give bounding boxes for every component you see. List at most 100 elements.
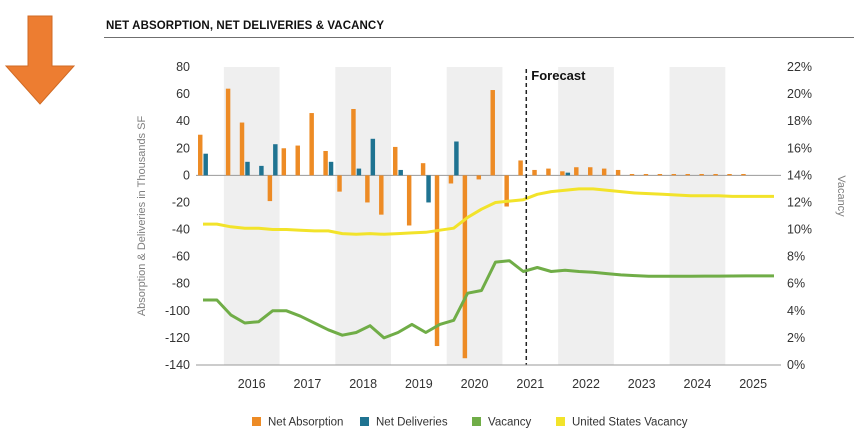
net-absorption-bar — [532, 169, 537, 176]
net-absorption-bar — [267, 175, 273, 202]
net-absorption-bar — [365, 175, 370, 203]
forecast-label: Forecast — [531, 68, 586, 83]
net-deliveries-bar — [454, 141, 459, 176]
left-tick-label: -60 — [172, 250, 190, 264]
net-absorption-bar — [601, 168, 607, 176]
net-absorption-bar — [560, 171, 565, 176]
x-tick-label: 2024 — [684, 377, 712, 391]
right-tick-label: 2% — [787, 331, 805, 345]
net-deliveries-bar — [245, 161, 250, 176]
year-bands — [223, 67, 726, 365]
x-tick-label: 2025 — [739, 377, 767, 391]
net-absorption-bar — [727, 174, 732, 176]
axes: 80 60 40 20 0 -20 -40 -60 -80 -100 -120 -140 22% 20% 1… — [165, 60, 812, 391]
legend-swatch — [360, 417, 369, 426]
net-absorption-bar — [574, 167, 579, 176]
net-absorption-bar — [351, 108, 356, 176]
net-absorption-bar — [323, 150, 328, 176]
net-deliveries-bar — [565, 172, 571, 176]
net-absorption-bar — [379, 175, 384, 215]
net-absorption-bar — [295, 145, 300, 176]
net-absorption-bar — [448, 175, 454, 184]
bars — [198, 88, 746, 359]
right-tick-label: 20% — [787, 87, 812, 101]
net-deliveries-bar — [370, 138, 376, 176]
us-vacancy-line — [203, 187, 774, 236]
right-tick-label: 18% — [787, 114, 812, 128]
net-absorption-bar — [309, 113, 314, 176]
arrow-down-icon — [4, 15, 76, 105]
right-tick-label: 8% — [787, 250, 805, 264]
net-absorption-bar — [239, 122, 245, 176]
chart-title: NET ABSORPTION, NET DELIVERIES & VACANCY — [106, 20, 385, 32]
net-absorption-bar — [198, 134, 203, 176]
right-tick-label: 0% — [787, 358, 805, 372]
vacancy-lines — [203, 187, 774, 340]
net-absorption-bar — [588, 167, 593, 176]
legend: Net Absorption Net Deliveries Vacancy Unite… — [252, 417, 688, 429]
right-tick-label: 14% — [787, 168, 812, 182]
net-absorption-bar — [462, 175, 468, 359]
year-band — [335, 67, 391, 365]
title-divider — [104, 37, 854, 38]
right-tick-label: 22% — [787, 60, 812, 74]
right-tick-label: 16% — [787, 141, 812, 155]
net-absorption-bar — [643, 174, 649, 176]
right-tick-label: 12% — [787, 195, 812, 209]
x-tick-label: 2021 — [516, 377, 544, 391]
legend-label: Net Absorption — [268, 417, 343, 429]
vacancy-line — [203, 259, 774, 340]
year-band — [669, 67, 726, 365]
net-absorption-bar — [629, 174, 635, 176]
left-tick-label: -20 — [172, 195, 190, 209]
net-deliveries-bar — [328, 161, 334, 176]
x-tick-label: 2019 — [405, 377, 433, 391]
left-tick-label: 0 — [183, 168, 190, 182]
legend-swatch — [252, 417, 261, 426]
net-absorption-bar — [406, 175, 412, 226]
net-absorption-bar — [434, 175, 440, 347]
net-deliveries-bar — [356, 168, 362, 176]
net-absorption-bar — [476, 175, 482, 180]
net-absorption-bar — [337, 175, 342, 192]
net-absorption-bar — [699, 174, 704, 176]
net-deliveries-bar — [203, 153, 208, 176]
right-tick-label: 6% — [787, 277, 805, 291]
legend-swatch — [472, 417, 481, 426]
net-deliveries-bar — [259, 165, 264, 176]
net-absorption-bar — [657, 174, 663, 176]
net-absorption-bar — [671, 174, 677, 176]
left-tick-label: -40 — [172, 223, 190, 237]
x-tick-label: 2023 — [628, 377, 656, 391]
net-absorption-bar — [685, 174, 690, 176]
left-tick-label: 80 — [176, 60, 190, 74]
left-tick-label: -80 — [172, 277, 190, 291]
left-tick-label: -100 — [165, 304, 190, 318]
net-absorption-bar — [281, 148, 287, 176]
x-tick-label: 2020 — [461, 377, 489, 391]
net-deliveries-bar — [273, 144, 278, 176]
net-deliveries-bar — [426, 175, 431, 203]
net-absorption-bar — [490, 90, 495, 176]
right-tick-label: 10% — [787, 223, 812, 237]
right-axis-label: Vacancy — [835, 175, 847, 217]
legend-label: Vacancy — [488, 417, 532, 429]
left-tick-label: -140 — [165, 358, 190, 372]
year-band — [558, 67, 614, 365]
net-absorption-bar — [518, 160, 523, 176]
net-absorption-bar — [504, 175, 509, 207]
net-absorption-bar — [615, 169, 621, 176]
year-band — [223, 67, 280, 365]
net-absorption-bar — [225, 88, 231, 176]
net-absorption-bar — [546, 168, 551, 176]
x-tick-label: 2016 — [238, 377, 266, 391]
net-deliveries-bar — [398, 169, 403, 176]
left-tick-label: 60 — [176, 87, 190, 101]
legend-label: United States Vacancy — [572, 417, 688, 429]
net-absorption-bar — [420, 163, 426, 176]
right-tick-label: 4% — [787, 304, 805, 318]
net-absorption-bar — [713, 174, 718, 176]
legend-swatch — [556, 417, 565, 426]
left-tick-label: 20 — [176, 141, 190, 155]
